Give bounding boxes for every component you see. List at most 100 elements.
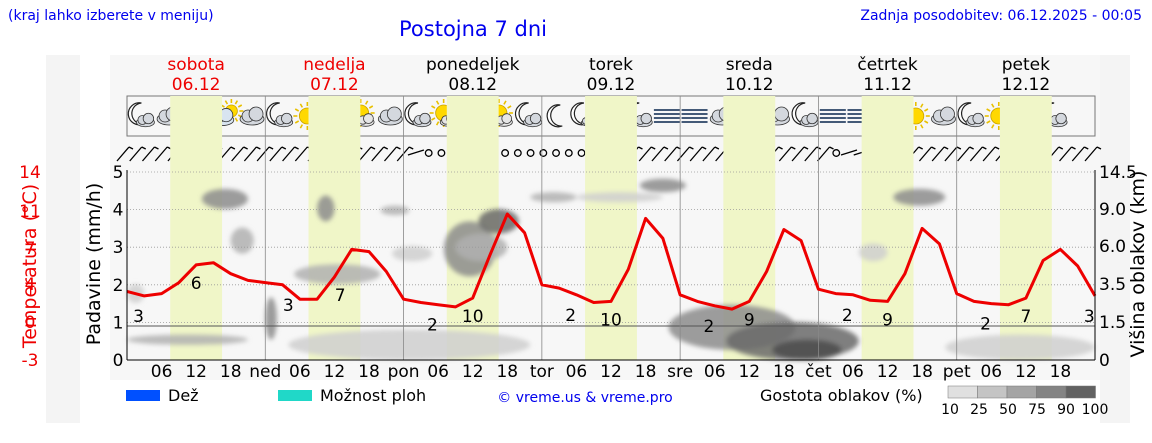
cloud-density-patch	[380, 205, 410, 216]
wind-barb	[243, 146, 261, 162]
density-level-label: 10	[941, 402, 959, 418]
temperature-label: 2	[565, 306, 576, 326]
cloud-density-patch	[127, 334, 248, 345]
wind-barb	[931, 146, 949, 162]
cloud-height-tick: 1.5	[1099, 313, 1126, 333]
temperature-label: 2	[704, 317, 715, 337]
wind-barb	[358, 146, 376, 162]
wind-calm-mark	[564, 149, 573, 157]
temperature-axis-label: Temperatura (°C)	[19, 184, 41, 349]
precip-tick: 0	[113, 351, 124, 371]
wind-calm-mark	[513, 149, 522, 157]
day-date: 09.12	[587, 75, 636, 95]
wind-barb	[676, 146, 694, 162]
day-name: petek	[1002, 55, 1050, 75]
day-abbr-tick: pet	[943, 362, 971, 382]
moon-cloud-icon	[957, 102, 985, 128]
wind-barb	[778, 146, 796, 162]
temperature-label: 10	[600, 310, 622, 330]
cloud-density-legend-label: Gostota oblakov (%)	[760, 386, 923, 405]
moon-cloud-icon	[265, 102, 294, 128]
showers-legend-label: Možnost ploh	[320, 386, 426, 405]
cloud-height-tick: 9.0	[1099, 200, 1126, 220]
temperature-tick: 14	[19, 163, 41, 183]
wind-calm-mark	[526, 149, 535, 157]
wind-barb	[129, 146, 147, 162]
wind-barb	[840, 149, 858, 156]
daylight-band	[585, 96, 637, 360]
cloud-icon	[377, 106, 403, 126]
moon-icon	[546, 104, 563, 128]
daylight-band	[170, 96, 223, 360]
daylight-band	[308, 96, 361, 360]
copyright-link[interactable]: © vreme.us & vreme.pro	[497, 390, 672, 406]
density-level-label: 90	[1057, 402, 1075, 418]
temperature-label: 2	[427, 316, 438, 336]
hour-tick: 18	[1050, 362, 1072, 382]
density-level-label: 100	[1082, 402, 1109, 418]
hour-tick: 18	[635, 362, 657, 382]
temperature-label: 3	[283, 296, 294, 316]
density-swatch	[1006, 385, 1037, 399]
wind-barb	[1084, 146, 1102, 162]
day-name: torek	[589, 55, 633, 75]
wind-calm-mark	[424, 149, 433, 157]
precip-tick: 3	[113, 238, 124, 258]
temperature-label: 7	[335, 286, 346, 306]
wind-barb	[383, 146, 401, 162]
fog-icon	[819, 109, 846, 123]
density-level-label: 75	[1028, 402, 1046, 418]
cloud-height-tick: 0	[1099, 351, 1110, 371]
hour-tick: 12	[600, 362, 622, 382]
hour-tick: 06	[427, 362, 449, 382]
hour-tick: 06	[704, 362, 726, 382]
wind-calm-mark	[552, 149, 561, 157]
day-name: sreda	[726, 55, 773, 75]
cloud-density-patch	[858, 243, 888, 262]
temperature-tick: 11	[19, 202, 41, 222]
cloud-density-patch	[317, 195, 335, 222]
wind-barb	[638, 146, 656, 162]
day-abbr-tick: ned	[249, 362, 281, 382]
temperature-tick: 0	[25, 313, 36, 333]
wind-barb	[969, 146, 987, 162]
day-date: 10.12	[725, 75, 774, 95]
cloud-height-tick: 14.5	[1099, 163, 1137, 183]
precip-tick: 1	[113, 313, 124, 333]
location-hint[interactable]: (kraj lahko izberete v meniju)	[8, 8, 214, 24]
wind-barb	[407, 149, 425, 156]
moon-cloud-icon	[127, 102, 155, 128]
hour-tick: 12	[1015, 362, 1037, 382]
wind-barb	[116, 146, 134, 162]
moon-cloud-icon	[404, 102, 432, 128]
day-name: četrtek	[857, 55, 918, 75]
temperature-label: 3	[1084, 307, 1095, 327]
page-title: Postojna 7 dni	[399, 17, 547, 41]
day-date: 07.12	[310, 75, 359, 95]
hour-tick: 18	[911, 362, 933, 382]
hour-tick: 18	[358, 362, 380, 382]
sun-cloud-icon	[484, 99, 513, 127]
hour-tick: 06	[842, 362, 864, 382]
cloud-height-tick: 3.5	[1099, 275, 1126, 295]
temperature-label: 7	[1020, 307, 1031, 327]
cloud-axis-label: Višina oblakov (km)	[1127, 171, 1149, 358]
day-date: 06.12	[172, 75, 221, 95]
precip-tick: 4	[113, 201, 124, 221]
showers-legend-swatch	[278, 390, 312, 401]
hour-tick: 12	[738, 362, 760, 382]
cloud-density-patch	[576, 192, 663, 203]
temperature-tick: -3	[22, 351, 39, 371]
hour-tick: 06	[566, 362, 588, 382]
temperature-label: 9	[882, 310, 893, 330]
hour-tick: 12	[877, 362, 899, 382]
temperature-label: 2	[842, 306, 853, 326]
density-swatch	[1036, 385, 1067, 399]
wind-barb	[256, 146, 274, 162]
hour-tick: 12	[185, 362, 207, 382]
day-abbr-tick: sre	[667, 362, 693, 382]
day-abbr-tick: čet	[805, 362, 832, 382]
hour-tick: 06	[289, 362, 311, 382]
wind-calm-mark	[577, 149, 586, 157]
wind-barb	[982, 146, 1000, 162]
